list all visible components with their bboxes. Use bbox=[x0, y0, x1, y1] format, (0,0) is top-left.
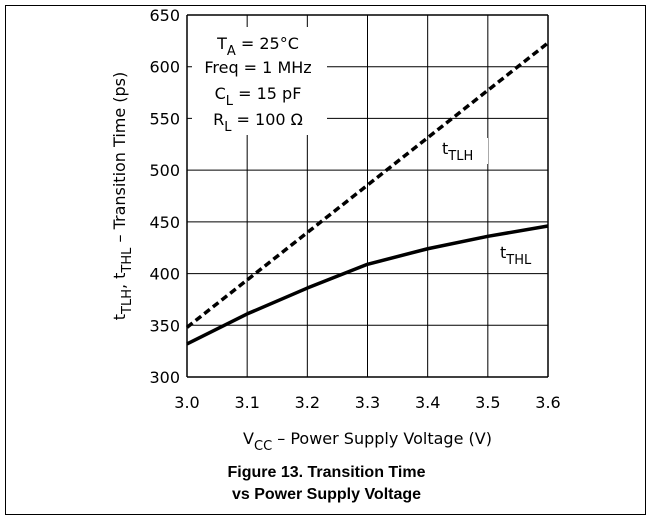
annotation-line: CL = 15 pF bbox=[215, 84, 302, 109]
y-tick-label: 450 bbox=[149, 213, 180, 232]
series-label-bg bbox=[498, 242, 546, 268]
series-label-bg bbox=[440, 138, 488, 164]
y-axis-label-p2: , t bbox=[110, 273, 129, 289]
annotation-line-main: R bbox=[213, 110, 224, 129]
y-axis-label-s2: THL bbox=[120, 247, 135, 274]
y-tick-label: 350 bbox=[149, 316, 180, 335]
x-tick-label: 3.3 bbox=[355, 393, 380, 412]
series-label-tTHL-main: t bbox=[500, 243, 506, 262]
x-tick-label: 3.6 bbox=[535, 393, 560, 412]
figure-caption-line2: vs Power Supply Voltage bbox=[231, 486, 422, 503]
y-tick-label: 550 bbox=[149, 109, 180, 128]
series-group bbox=[185, 41, 550, 346]
x-tick-label: 3.2 bbox=[295, 393, 320, 412]
annotation-line-main: C bbox=[215, 84, 226, 103]
annotation-background bbox=[192, 27, 327, 135]
tick-labels: 3.0 3.1 3.2 3.3 3.4 3.5 3.6 300 350 400 450 500 550 6… bbox=[149, 6, 560, 412]
x-axis-label: VCC – Power Supply Voltage (V) bbox=[243, 429, 492, 454]
series-label-tTLH-sub: TLH bbox=[447, 149, 473, 164]
y-tick-label: 300 bbox=[149, 368, 180, 387]
y-tick-label: 600 bbox=[149, 58, 180, 77]
x-axis-label-rest: – Power Supply Voltage (V) bbox=[272, 429, 492, 448]
annotation-line-main: Freq = 1 MHz bbox=[204, 58, 311, 77]
y-tick-label: 650 bbox=[149, 6, 180, 25]
annotation-line-rest: = 15 pF bbox=[233, 84, 301, 103]
x-tick-label: 3.5 bbox=[475, 393, 500, 412]
x-tick-label: 3.0 bbox=[174, 393, 199, 412]
annotation-line: RL = 100 Ω bbox=[213, 110, 303, 135]
y-axis-label-p3: – Transition Time (ps) bbox=[110, 72, 129, 248]
y-tick-label: 400 bbox=[149, 265, 180, 284]
annotation-line-sub: L bbox=[226, 94, 234, 109]
annotation-line: TA = 25°C bbox=[216, 34, 299, 59]
y-tick-label: 500 bbox=[149, 161, 180, 180]
annotation-line-sub: A bbox=[227, 44, 236, 59]
x-axis-label-sub: CC bbox=[254, 439, 272, 454]
annotation-line-sub: L bbox=[224, 120, 232, 135]
annotation-line-rest: = 25°C bbox=[236, 34, 299, 53]
annotation-line-rest: = 100 Ω bbox=[231, 110, 302, 129]
series-label-tTLH-main: t bbox=[442, 139, 448, 158]
series-label-tTHL-sub: THL bbox=[505, 253, 532, 268]
y-axis-label-p1: t bbox=[110, 314, 129, 320]
annotation-line: Freq = 1 MHz bbox=[204, 58, 311, 77]
x-tick-label: 3.4 bbox=[415, 393, 440, 412]
x-axis-label-main: V bbox=[243, 429, 254, 448]
series-label-tTLH: tTLH bbox=[442, 139, 473, 164]
series-line-tTHL bbox=[186, 224, 549, 346]
series-label-tTHL: tTHL bbox=[500, 243, 532, 268]
y-axis-label-s1: TLH bbox=[120, 289, 135, 315]
figure-frame bbox=[5, 5, 646, 515]
annotation-line-main: T bbox=[216, 34, 227, 53]
y-axis-label: tTLH, tTHL – Transition Time (ps) bbox=[110, 72, 135, 321]
x-tick-label: 3.1 bbox=[234, 393, 259, 412]
figure-caption-line1: Figure 13. Transition Time bbox=[227, 464, 426, 481]
